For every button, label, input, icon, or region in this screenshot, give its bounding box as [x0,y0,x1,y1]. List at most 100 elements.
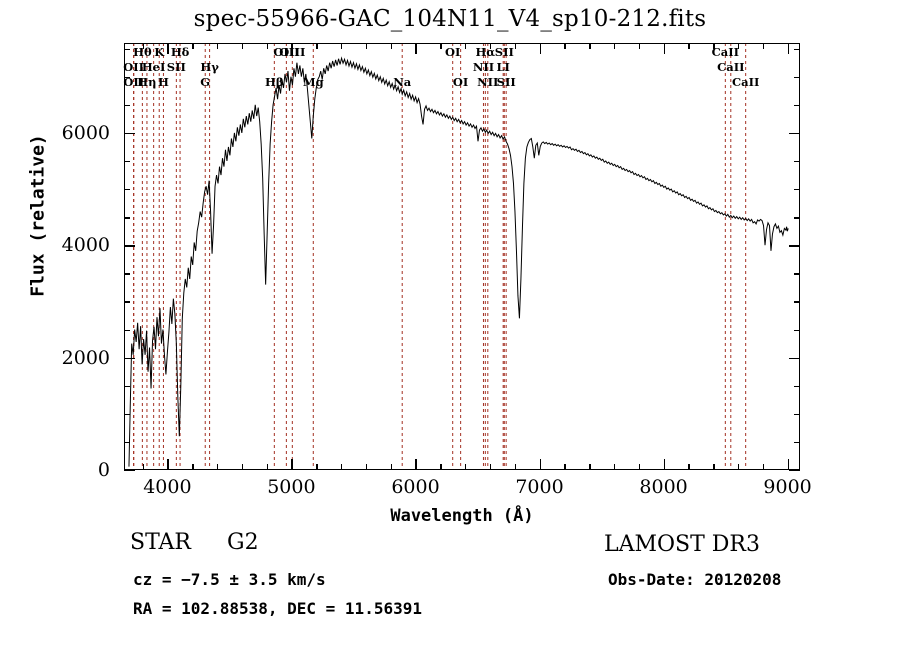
x-tick-label: 6000 [391,476,440,498]
axis-tick [794,329,800,331]
axis-tick [415,43,417,54]
axis-tick [787,43,789,54]
axis-tick [713,43,715,49]
page-title: spec-55966-GAC_104N11_V4_sp10-212.fits [193,6,707,32]
axis-tick [514,43,517,49]
axis-tick [124,104,130,107]
axis-tick [564,43,566,49]
axis-tick [341,43,343,49]
axis-tick [794,76,800,79]
axis-tick [794,273,800,275]
axis-tick [124,413,130,416]
spectrum-curve [128,56,789,467]
axis-tick [217,464,219,470]
y-tick-label: 0 [97,459,110,481]
axis-tick [390,464,393,470]
axis-tick [167,43,169,54]
axis-tick [688,464,690,470]
x-tick-label: 8000 [639,476,688,498]
axis-tick [789,132,800,135]
axis-tick [789,245,800,247]
x-axis-title: Wavelength (Å) [390,506,534,526]
axis-tick [489,464,492,470]
axis-tick [794,189,800,191]
x-axis-tick-labels: 4000 5000 6000 7000 8000 9000 [124,474,812,500]
axis-tick [124,245,135,247]
axis-tick [794,217,800,219]
axis-tick [688,43,690,49]
axis-tick [589,43,591,49]
axis-tick [142,464,144,470]
axis-tick [192,43,194,49]
axis-tick [124,470,135,472]
axis-tick [390,43,393,49]
x-tick-label: 9000 [763,476,812,498]
axis-tick [291,459,293,470]
axis-tick [415,459,417,470]
axis-tick [124,441,130,444]
axis-tick [124,189,130,191]
object-class: STAR [130,530,191,555]
axis-tick [465,464,467,470]
axis-tick [316,43,318,49]
plot-area [124,43,800,472]
axis-tick [266,43,269,49]
axis-tick [365,464,368,470]
x-tick-label: 4000 [143,476,192,498]
y-axis-tick-labels: 0 2000 4000 6000 [0,43,120,481]
axis-tick [167,459,169,470]
y-axis-title: Flux (relative) [27,134,49,297]
axis-tick [291,43,293,54]
axis-tick [465,43,467,49]
axis-tick [124,385,130,388]
axis-tick [365,43,368,49]
y-tick-label: 6000 [61,121,110,144]
axis-tick [794,441,800,444]
x-tick-label: 5000 [267,476,316,498]
axis-tick [241,464,244,470]
axis-tick [124,160,130,163]
axis-tick [124,357,135,360]
axis-tick [713,464,715,470]
y-tick-label: 2000 [61,346,110,369]
x-tick-label: 7000 [515,476,564,498]
axis-tick [341,464,343,470]
axis-tick [124,217,130,219]
axis-tick [789,470,800,472]
axis-tick [539,43,541,54]
axis-tick [762,464,765,470]
axis-tick [794,413,800,416]
axis-tick [124,329,130,331]
axis-tick [192,464,194,470]
axis-tick [589,464,591,470]
axis-tick [241,43,244,49]
axis-tick [794,48,800,50]
plot-frame [124,43,800,470]
axis-tick [217,43,219,49]
axis-tick [737,43,740,49]
axis-tick [762,43,765,49]
axis-tick [663,43,665,54]
axis-tick [266,464,269,470]
axis-tick [794,301,800,303]
axis-tick [613,464,616,470]
axis-tick [663,459,665,470]
axis-tick [539,459,541,470]
axis-tick [124,76,130,79]
redshift-velocity: cz = −7.5 ± 3.5 km/s [133,570,326,589]
observation-date: Obs-Date: 20120208 [608,570,782,589]
axis-tick [124,132,135,135]
axis-tick [787,459,789,470]
spectrum-canvas [128,43,789,470]
axis-tick [142,43,144,49]
y-tick-label: 4000 [61,234,110,257]
axis-tick [794,104,800,107]
survey-name: LAMOST DR3 [604,532,760,557]
axis-tick [737,464,740,470]
axis-tick [316,464,318,470]
axis-tick [794,385,800,388]
line-marker-group [133,43,747,470]
axis-tick [613,43,616,49]
object-subclass: G2 [227,530,259,555]
